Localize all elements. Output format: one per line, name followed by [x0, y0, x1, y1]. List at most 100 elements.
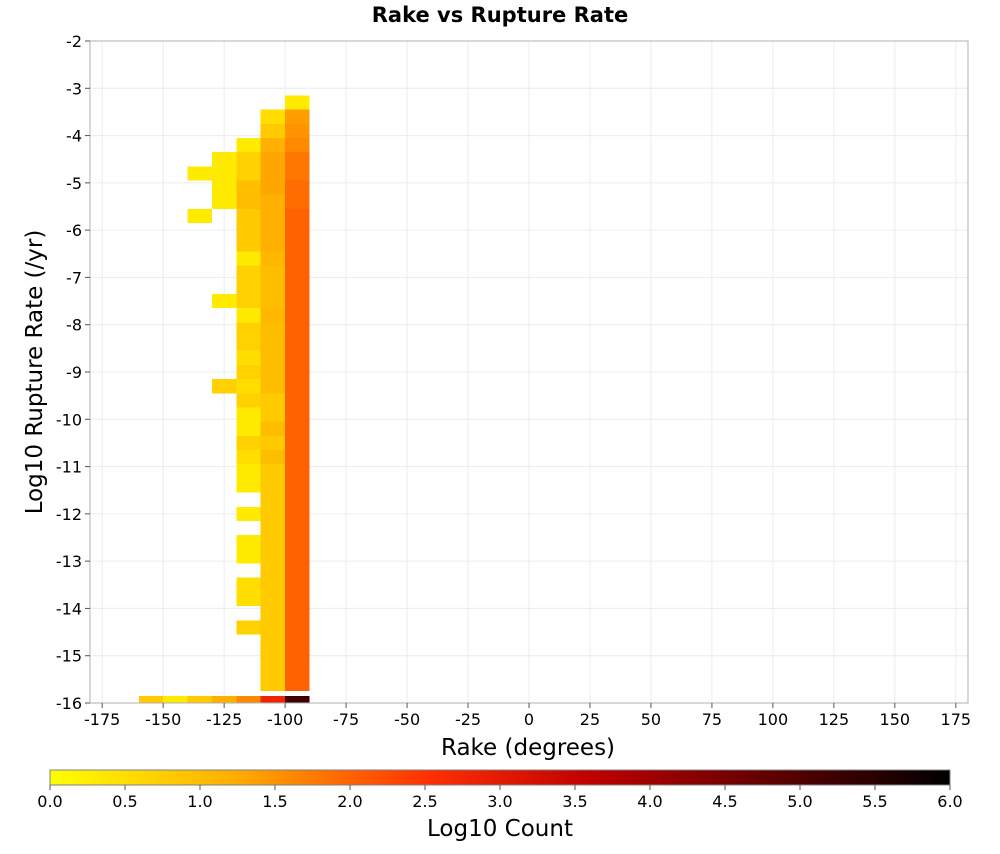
heatmap-cell	[260, 237, 286, 252]
heatmap-cell	[260, 695, 286, 703]
heatmap-cell	[163, 695, 188, 703]
heatmap-cell	[236, 137, 261, 153]
y-tick-label: -3	[66, 79, 82, 98]
colorbar-tick-label: 3.0	[487, 792, 512, 811]
heatmap-cell	[236, 208, 261, 224]
heatmap-cell	[260, 109, 286, 124]
heatmap-cell	[260, 265, 286, 280]
grid-lines	[90, 40, 968, 704]
heatmap-cell	[285, 492, 310, 507]
heatmap-cell	[285, 535, 310, 550]
heatmap-cell	[260, 364, 286, 380]
heatmap-cell	[285, 478, 310, 493]
heatmap-cell	[285, 634, 310, 649]
heatmap-cell	[260, 464, 286, 479]
heatmap-cell	[260, 535, 286, 550]
heatmap-cell	[285, 265, 310, 280]
heatmap-cell	[236, 237, 261, 252]
heatmap-cell	[260, 350, 286, 365]
colorbar-tick-label: 2.0	[337, 792, 362, 811]
heatmap-cell	[236, 180, 261, 195]
heatmap-cell	[285, 648, 310, 663]
heatmap-cell	[211, 293, 237, 309]
heatmap-cell	[236, 251, 261, 266]
y-tick-label: -15	[56, 647, 82, 666]
heatmap-cell	[260, 676, 286, 692]
heatmap-cell	[260, 180, 286, 195]
heatmap-cell	[260, 506, 286, 521]
heatmap-cell	[236, 279, 261, 294]
heatmap-cell	[211, 379, 237, 394]
colorbar-tick-label: 6.0	[937, 792, 962, 811]
heatmap-cell	[260, 308, 286, 323]
heatmap-cell	[285, 620, 310, 635]
colorbar-tick-label: 3.5	[562, 792, 587, 811]
colorbar-ticks: 0.0 0.5 1.0 1.5 2.0 2.5 3.0 3.5 4.0 4.5 5.0 5.5 6.0	[37, 785, 963, 811]
heatmap-cell	[285, 251, 310, 266]
heatmap-cell	[187, 166, 212, 181]
heatmap-cell	[236, 435, 261, 451]
heatmap-cell	[236, 421, 261, 436]
heatmap-cell	[236, 478, 261, 493]
y-tick-label: -4	[66, 127, 82, 146]
heatmap-cell	[236, 152, 261, 167]
heatmap-cell	[285, 194, 310, 209]
heatmap-cell	[211, 180, 237, 195]
heatmap-cell	[260, 336, 286, 351]
heatmap-cell	[236, 265, 261, 280]
x-tick-label: -50	[394, 710, 420, 729]
heatmap-cell	[260, 563, 286, 578]
heatmap-cell	[260, 393, 286, 408]
x-axis-title: Rake (degrees)	[441, 735, 615, 761]
x-tick-label: 75	[702, 710, 722, 729]
x-tick-label: 175	[941, 710, 972, 729]
x-tick-label: 150	[880, 710, 911, 729]
heatmap-cell	[260, 322, 286, 337]
heatmap-cell	[236, 223, 261, 238]
heatmap-cell	[285, 223, 310, 238]
heatmap-cell	[285, 393, 310, 408]
y-tick-label: -16	[56, 694, 82, 713]
heatmap-cell	[285, 279, 310, 294]
heatmap-cell	[285, 450, 310, 465]
heatmap-cell	[260, 379, 286, 394]
heatmap-cell	[285, 695, 310, 703]
heatmap-cell	[285, 421, 310, 436]
heatmap-cell	[285, 506, 310, 521]
heatmap-cell	[285, 520, 310, 536]
heatmap-cell	[236, 336, 261, 351]
heatmap-cell	[260, 549, 286, 564]
y-tick-label: -8	[66, 316, 82, 335]
y-tick-label: -10	[56, 410, 82, 429]
x-tick-label: -175	[84, 710, 120, 729]
heatmap-cell	[285, 379, 310, 394]
heatmap-cell	[211, 194, 237, 209]
heatmap-cell	[236, 506, 261, 521]
heatmap-cell	[285, 137, 310, 153]
heatmap-cell	[260, 634, 286, 649]
heatmap-cell	[285, 591, 310, 607]
heatmap-cell	[285, 322, 310, 337]
heatmap-cell	[285, 407, 310, 422]
heatmap-cell	[236, 166, 261, 181]
heatmap-cell	[138, 695, 164, 703]
heatmap-cell	[285, 109, 310, 124]
heatmap-cell	[260, 492, 286, 507]
heatmap-cell	[260, 208, 286, 224]
y-tick-label: -6	[66, 221, 82, 240]
heatmap-cell	[260, 577, 286, 592]
heatmap-cell	[187, 208, 212, 224]
x-tick-label: 0	[524, 710, 534, 729]
heatmap-cell	[211, 166, 237, 181]
heatmap-cell	[236, 364, 261, 380]
heatmap-cell	[285, 123, 310, 138]
y-tick-label: -2	[66, 32, 82, 51]
x-tick-label: -100	[267, 710, 303, 729]
heatmap-cell	[285, 152, 310, 167]
heatmap-cell	[260, 520, 286, 536]
heatmap-cell	[285, 293, 310, 309]
colorbar	[49, 769, 951, 786]
y-axis-ticks: -2 -3 -4 -5 -6 -7 -8 -9 -10 -11 -12 -13 -14 -15 -16	[56, 32, 90, 713]
heatmap-cell	[285, 364, 310, 380]
